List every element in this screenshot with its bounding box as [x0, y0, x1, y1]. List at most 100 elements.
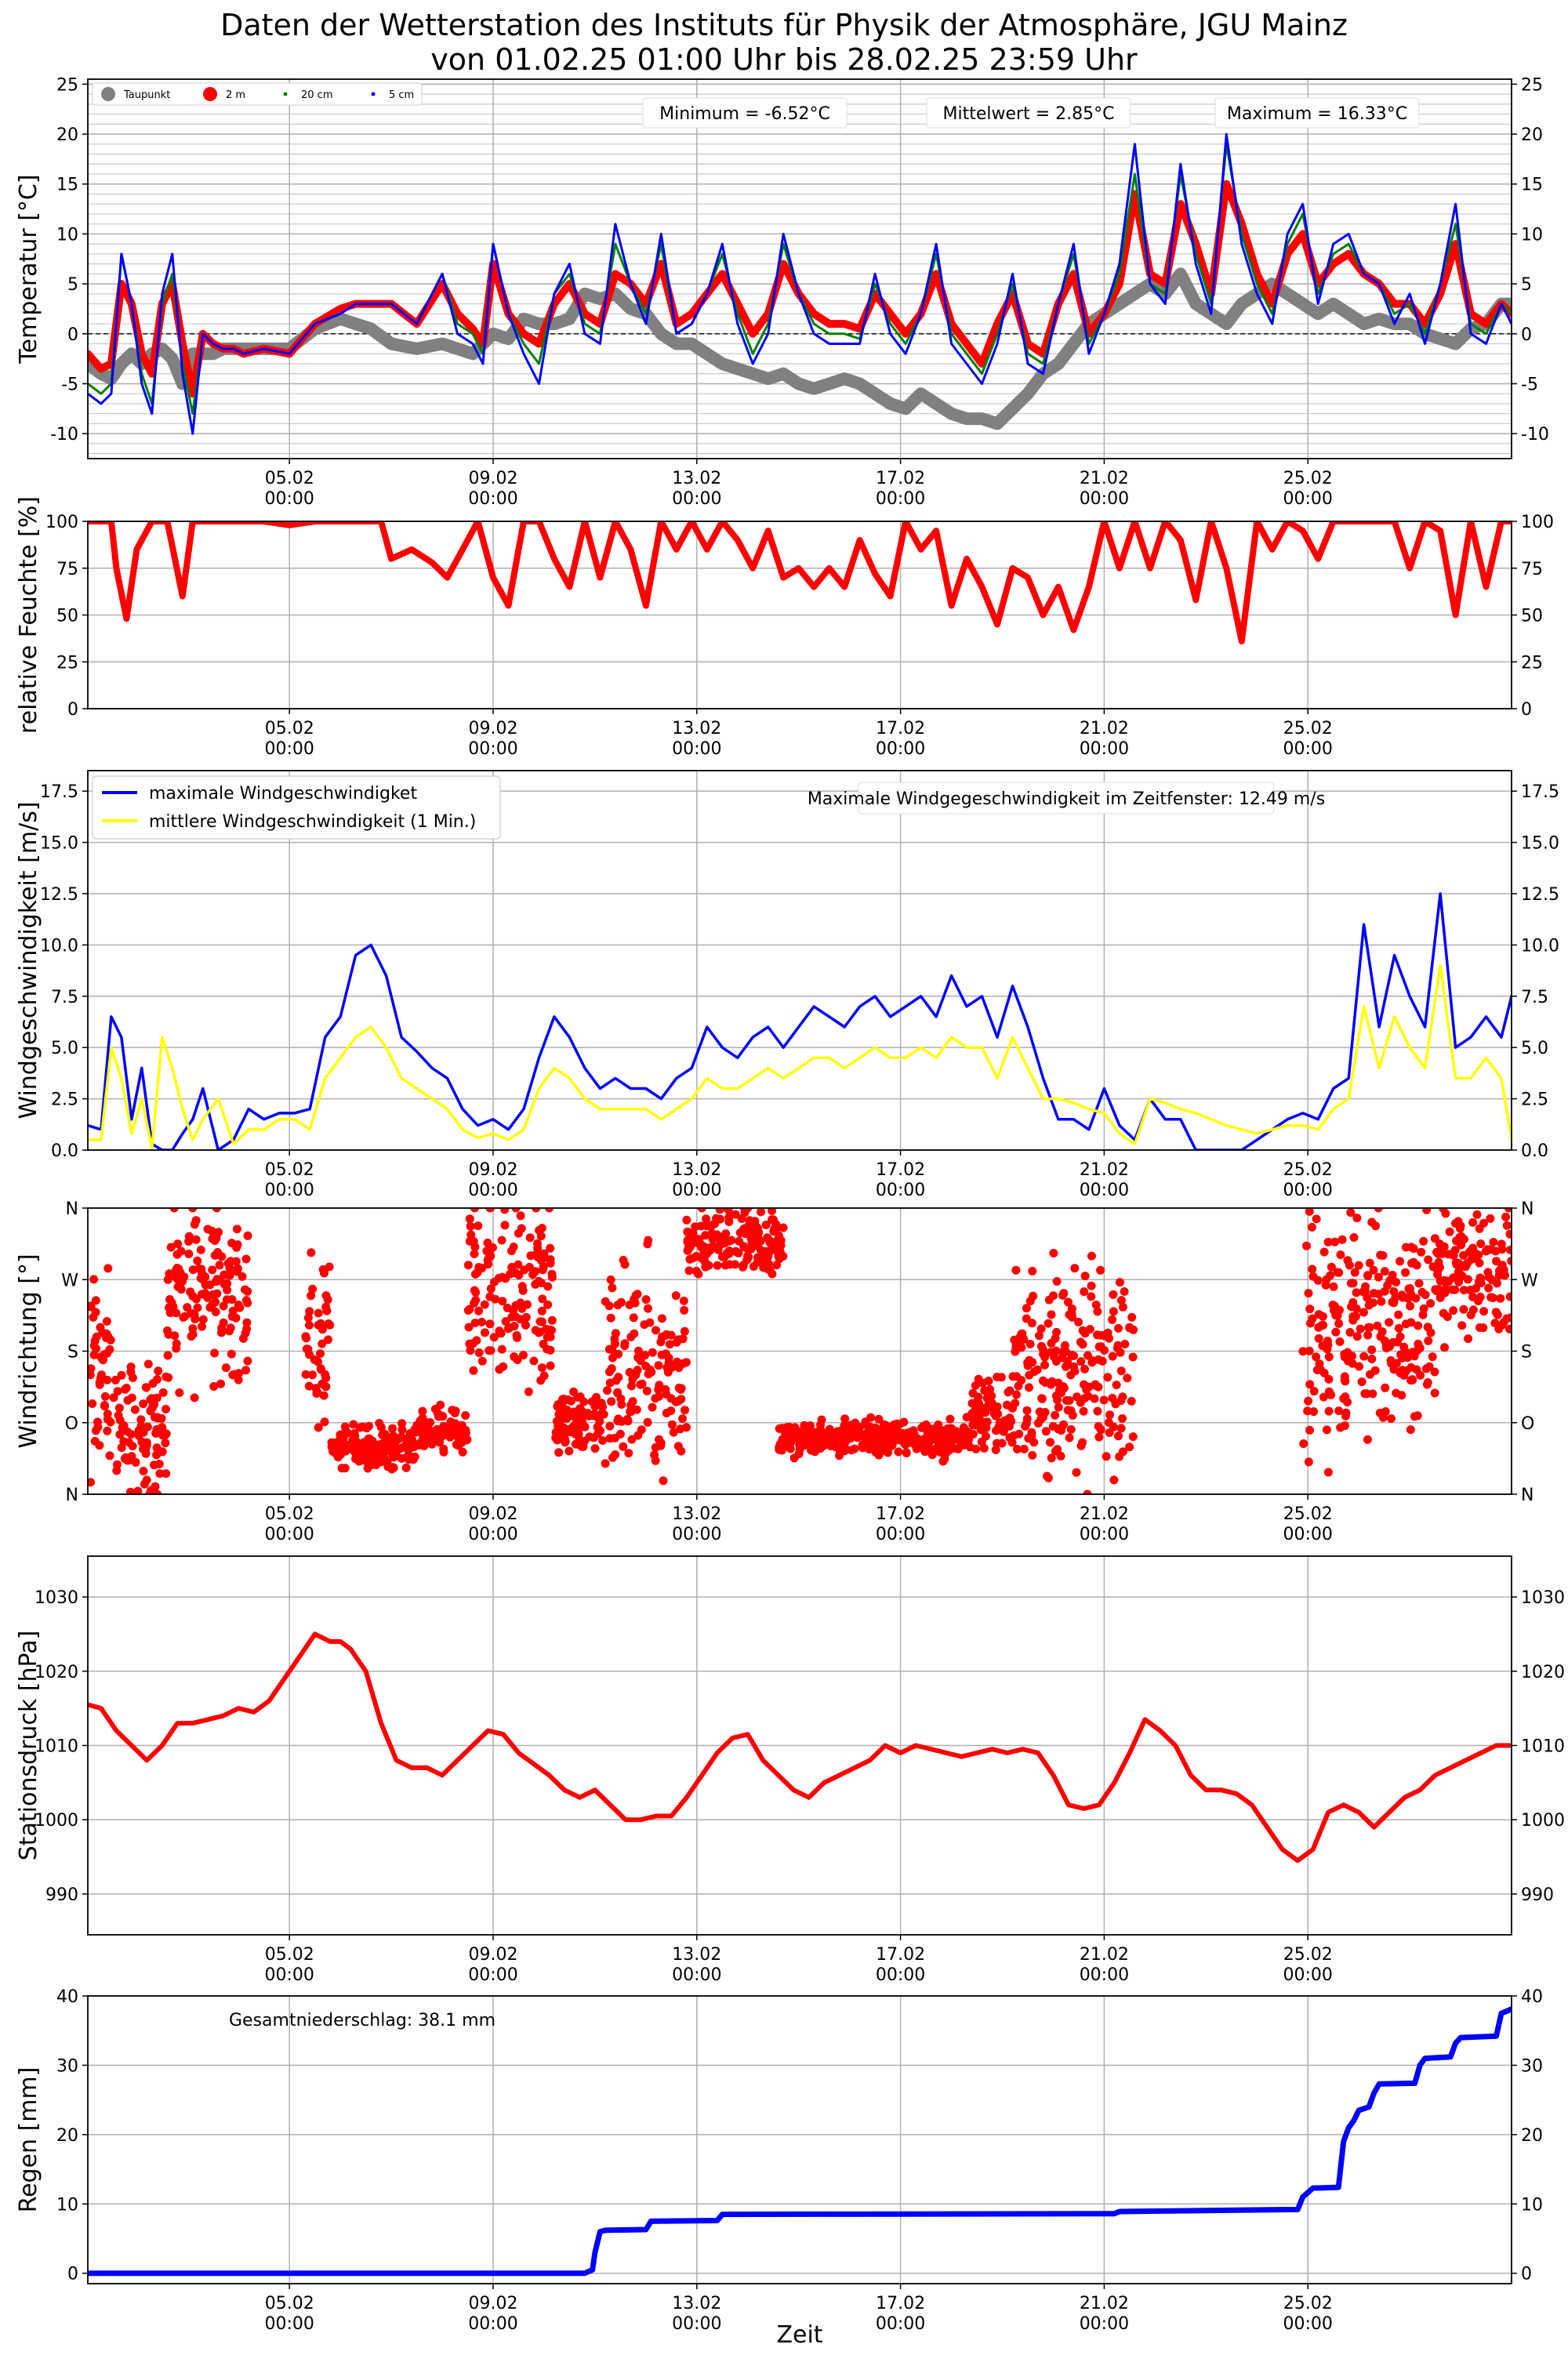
direction-point — [514, 1271, 524, 1279]
y-tick-label: 0 — [67, 700, 78, 720]
y-tick-label: 10 — [56, 2195, 78, 2215]
direction-point — [1068, 1410, 1077, 1420]
direction-point — [404, 1455, 413, 1464]
direction-point — [463, 1261, 473, 1270]
y-tick-label-right: 17.5 — [1521, 782, 1559, 802]
direction-point — [1108, 1315, 1117, 1324]
direction-point — [339, 1431, 348, 1440]
direction-point — [724, 1208, 733, 1214]
direction-point — [190, 1393, 199, 1402]
direction-point — [570, 1412, 579, 1421]
direction-point — [1445, 1227, 1454, 1236]
direction-point — [458, 1447, 467, 1457]
direction-point — [1299, 1439, 1308, 1448]
direction-point — [1125, 1442, 1134, 1452]
x-tick-date: 13.02 — [672, 1504, 721, 1524]
ann-mean: Mittelwert = 2.85°C — [943, 104, 1115, 124]
direction-point — [1102, 1452, 1111, 1461]
direction-point — [715, 1208, 724, 1214]
direction-point — [533, 1250, 543, 1259]
direction-point — [590, 1444, 600, 1453]
y-tick-label-right: 5.0 — [1521, 1039, 1548, 1058]
direction-point — [1333, 1268, 1342, 1277]
direction-point — [920, 1437, 930, 1446]
x-tick-time: 00:00 — [1283, 1181, 1332, 1200]
direction-point — [398, 1442, 408, 1452]
x-tick-time: 00:00 — [1283, 1525, 1332, 1544]
x-tick-date: 05.02 — [265, 1160, 314, 1180]
direction-point — [1406, 1301, 1415, 1311]
direction-point — [1036, 1324, 1046, 1334]
direction-point — [212, 1289, 222, 1298]
direction-point — [739, 1242, 748, 1251]
ann-min-box — [642, 97, 848, 129]
direction-point — [507, 1246, 516, 1256]
direction-point — [170, 1331, 180, 1341]
direction-point — [485, 1319, 495, 1329]
direction-point — [975, 1412, 984, 1421]
y-axis-label: Temperatur [°C] — [15, 174, 42, 364]
direction-point — [320, 1417, 329, 1427]
direction-point — [1080, 1364, 1089, 1373]
direction-point — [999, 1427, 1008, 1436]
x-tick-time: 00:00 — [672, 1181, 721, 1200]
direction-point — [501, 1317, 510, 1326]
direction-point — [1381, 1383, 1390, 1392]
direction-point — [102, 1317, 111, 1326]
direction-point — [1093, 1330, 1102, 1340]
direction-point — [1459, 1286, 1468, 1295]
direction-point — [1385, 1318, 1394, 1327]
direction-point — [931, 1434, 941, 1442]
legend-marker — [283, 92, 288, 96]
direction-point — [1396, 1257, 1404, 1266]
direction-point — [1074, 1317, 1083, 1326]
x-tick-time: 00:00 — [672, 1965, 721, 1985]
direction-point — [1331, 1311, 1341, 1320]
direction-point — [1308, 1272, 1318, 1281]
x-tick-time: 00:00 — [1080, 1525, 1129, 1544]
direction-point — [1430, 1367, 1439, 1377]
direction-point — [753, 1253, 762, 1262]
direction-point — [546, 1345, 555, 1355]
direction-point — [1025, 1370, 1034, 1380]
direction-point — [697, 1208, 706, 1213]
direction-point — [679, 1296, 688, 1305]
direction-point — [1052, 1327, 1061, 1337]
direction-point — [92, 1344, 100, 1353]
direction-point — [201, 1280, 210, 1290]
direction-point — [669, 1428, 678, 1437]
direction-point — [858, 1443, 867, 1453]
x-tick-time: 00:00 — [264, 1525, 314, 1544]
direction-point — [920, 1447, 930, 1457]
y-tick-label-right: 12.5 — [1521, 885, 1559, 905]
legend-label: 20 cm — [301, 89, 333, 101]
x-tick-date: 13.02 — [672, 2294, 721, 2313]
direction-point — [114, 1403, 124, 1413]
direction-point — [127, 1393, 136, 1402]
direction-point — [470, 1208, 479, 1213]
direction-point — [1419, 1304, 1428, 1313]
direction-point — [1424, 1336, 1433, 1345]
direction-point — [1499, 1318, 1508, 1327]
y-tick-label: 30 — [56, 2056, 78, 2076]
direction-point — [103, 1426, 112, 1435]
direction-point — [547, 1315, 557, 1325]
direction-point — [1059, 1420, 1069, 1429]
direction-point — [302, 1334, 311, 1343]
direction-point — [673, 1396, 683, 1406]
direction-point — [1108, 1352, 1117, 1361]
direction-point — [486, 1284, 495, 1294]
direction-point — [169, 1208, 179, 1213]
direction-point — [1305, 1380, 1315, 1389]
direction-point — [537, 1363, 546, 1373]
direction-point — [1348, 1297, 1358, 1307]
direction-point — [938, 1457, 948, 1466]
series-line-stationsdruck — [88, 1631, 1512, 1863]
direction-point — [616, 1297, 626, 1307]
direction-point — [1322, 1425, 1331, 1435]
direction-point — [1476, 1274, 1486, 1283]
direction-point — [1501, 1212, 1511, 1221]
direction-point — [712, 1214, 721, 1223]
direction-point — [1327, 1262, 1336, 1272]
direction-point — [603, 1386, 612, 1395]
